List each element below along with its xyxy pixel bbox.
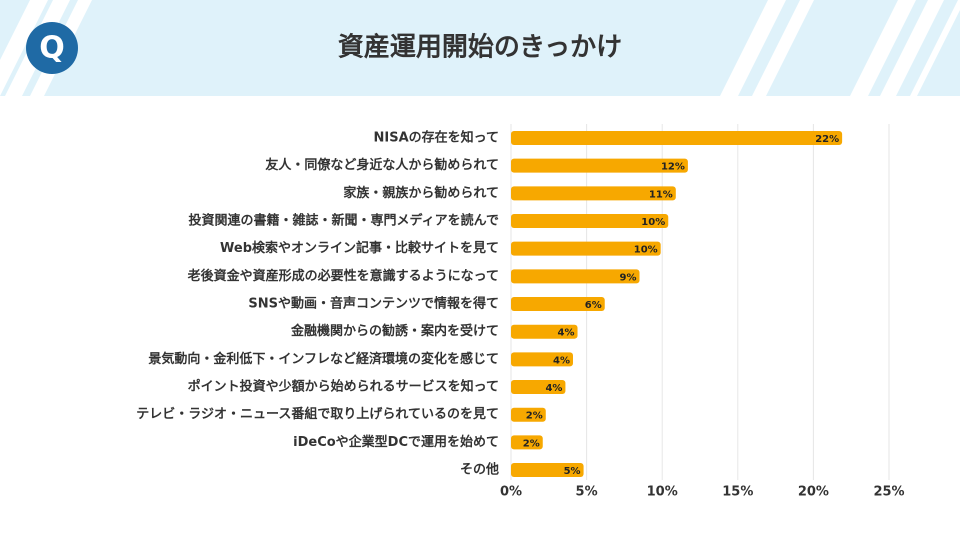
chart-title: 資産運用開始のきっかけ — [338, 32, 622, 63]
category-label: Web検索やオンライン記事・比較サイトを見て — [220, 240, 499, 256]
bar — [511, 352, 573, 367]
bar — [511, 380, 566, 395]
x-tick-label: 5% — [576, 485, 598, 500]
value-label: 2% — [523, 438, 540, 449]
category-label: 老後資金や資産形成の必要性を意識するようになって — [187, 268, 499, 284]
bar — [511, 214, 669, 229]
value-label: 6% — [585, 300, 602, 311]
bar — [511, 241, 661, 256]
value-label: 5% — [564, 466, 581, 477]
category-label: その他 — [460, 462, 499, 478]
x-tick-label: 10% — [647, 485, 678, 500]
x-tick-label: 25% — [873, 485, 904, 500]
category-label: テレビ・ラジオ・ニュース番組で取り上げられているのを見て — [136, 406, 499, 422]
x-tick-label: 20% — [798, 485, 829, 500]
category-label: 家族・親族から勧められて — [343, 185, 499, 201]
category-label: 投資関連の書籍・雑誌・新聞・専門メディアを読んで — [189, 213, 499, 229]
value-label: 2% — [526, 411, 543, 422]
bar — [511, 324, 578, 339]
x-tick-label: 0% — [500, 485, 522, 500]
bar — [511, 131, 843, 145]
value-label: 4% — [553, 355, 570, 366]
bar — [511, 269, 640, 284]
value-label: 22% — [815, 134, 839, 145]
value-label: 4% — [558, 328, 575, 339]
bar — [511, 158, 688, 173]
value-label: 10% — [634, 245, 658, 256]
category-label: 景気動向・金利低下・インフレなど経済環境の変化を感じて — [148, 351, 499, 367]
category-label: 金融機関からの勧誘・案内を受けて — [290, 323, 499, 339]
category-label: NISAの存在を知って — [374, 130, 500, 146]
value-label: 11% — [649, 189, 673, 200]
bar — [511, 407, 546, 422]
bar — [511, 186, 676, 201]
logo-circle — [26, 22, 78, 74]
bar — [511, 463, 584, 478]
category-label: SNSや動画・音声コンテンツで情報を得て — [248, 296, 499, 312]
category-label: 友人・同僚など身近な人から勧められて — [265, 157, 499, 173]
bar — [511, 435, 543, 450]
value-label: 4% — [545, 383, 562, 394]
value-label: 9% — [620, 272, 637, 283]
value-label: 12% — [661, 162, 685, 173]
bar — [511, 297, 605, 312]
logo: Q — [39, 31, 65, 66]
category-label: iDeCoや企業型DCで運用を始めて — [293, 434, 499, 450]
category-label: ポイント投資や少額から始められるサービスを知って — [188, 379, 499, 395]
value-label: 10% — [641, 217, 665, 228]
x-tick-label: 15% — [722, 485, 753, 500]
